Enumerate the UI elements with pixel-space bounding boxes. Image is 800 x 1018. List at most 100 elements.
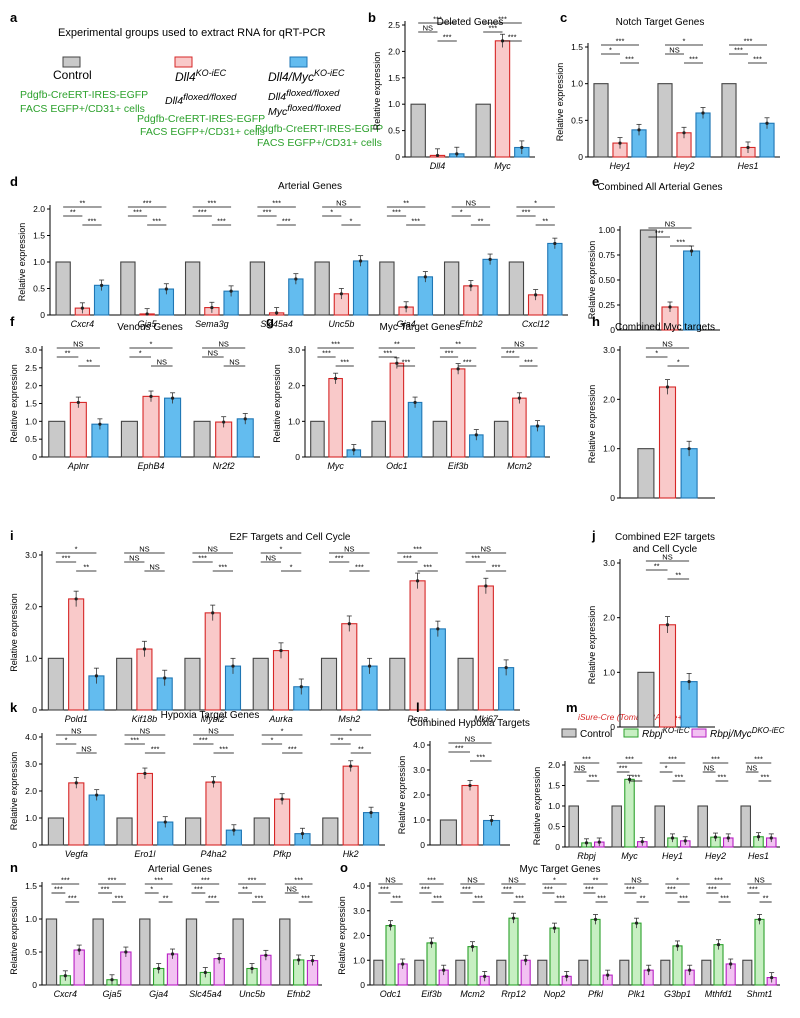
y-tick-label: 3.0 xyxy=(25,550,37,560)
data-point xyxy=(729,962,733,966)
category-label: Rbpj xyxy=(577,851,597,861)
y-tick-label: 0 xyxy=(32,980,37,990)
chart-i: i E2F Targets and Cell Cycle 0 1.0 2.0 3.0 Rel… xyxy=(9,528,520,724)
legend-swatch-dko xyxy=(289,56,308,68)
category-label: Mcm2 xyxy=(507,461,532,471)
bar xyxy=(407,401,423,458)
significance-label: *** xyxy=(108,876,117,885)
bar xyxy=(455,959,466,986)
significance-label: *** xyxy=(754,755,763,764)
bar xyxy=(279,918,291,986)
category-label: Gja5 xyxy=(102,989,122,999)
data-point xyxy=(769,836,773,840)
legend-m-control: Control xyxy=(580,729,612,740)
data-point xyxy=(726,836,730,840)
significance-label: NS xyxy=(754,876,764,885)
y-tick-label: 0 xyxy=(32,840,37,850)
bar xyxy=(549,927,560,986)
bar xyxy=(740,805,752,848)
chart-title: Combined Hypoxia Targets xyxy=(410,718,530,729)
significance-label: * xyxy=(609,46,612,55)
significance-label: ** xyxy=(478,217,484,226)
data-point xyxy=(310,958,315,963)
data-point xyxy=(217,957,221,961)
bar xyxy=(55,261,71,316)
data-point xyxy=(520,145,524,150)
data-point xyxy=(584,841,589,845)
bar xyxy=(637,671,655,728)
data-point xyxy=(369,811,373,815)
bar xyxy=(742,959,753,986)
y-tick-label: 2.0 xyxy=(33,204,45,214)
significance-label: *** xyxy=(498,15,507,24)
data-point xyxy=(627,777,632,781)
bar xyxy=(371,420,386,458)
panel-letter-h: h xyxy=(592,314,600,329)
bar xyxy=(672,945,683,986)
bar xyxy=(116,817,133,846)
significance-label: *** xyxy=(474,894,483,903)
significance-label: ** xyxy=(654,562,660,571)
y-tick-label: 0 xyxy=(610,325,615,335)
data-point xyxy=(231,664,235,668)
data-point xyxy=(170,396,175,400)
significance-label: NS xyxy=(157,358,167,367)
significance-label: NS xyxy=(71,727,81,736)
bar xyxy=(457,657,474,711)
significance-label: NS xyxy=(575,764,585,773)
panel-letter-c: c xyxy=(560,10,567,25)
data-point xyxy=(77,948,81,952)
category-label: Pold1 xyxy=(65,714,88,724)
significance-label: *** xyxy=(506,349,515,358)
category-label: Mthfd1 xyxy=(705,989,733,999)
bar xyxy=(493,420,509,458)
significance-label: *** xyxy=(433,15,442,24)
data-point xyxy=(367,664,372,668)
chart-title: E2F Targets and Cell Cycle xyxy=(230,532,351,543)
y-axis-label: Relative expression xyxy=(555,63,565,142)
significance-label: *** xyxy=(445,349,454,358)
significance-label: *** xyxy=(668,755,677,764)
data-point xyxy=(415,579,420,583)
significance-label: *** xyxy=(423,563,432,572)
y-tick-label: 1.0 xyxy=(603,667,615,677)
data-point xyxy=(388,924,393,928)
bar xyxy=(164,397,182,458)
significance-label: NS xyxy=(229,358,239,367)
bar xyxy=(379,261,395,316)
data-point xyxy=(517,396,521,400)
significance-label: *** xyxy=(335,554,344,563)
data-point xyxy=(279,648,283,653)
y-tick-label: 1.0 xyxy=(25,416,37,426)
category-label: Eif3b xyxy=(448,461,469,471)
bar xyxy=(68,782,85,846)
data-point xyxy=(640,840,644,844)
bar xyxy=(496,959,507,986)
data-point xyxy=(294,277,298,281)
significance-label: * xyxy=(676,876,679,885)
significance-label: * xyxy=(460,208,463,217)
bar xyxy=(410,103,426,158)
bar xyxy=(624,778,635,848)
data-point xyxy=(665,385,670,389)
category-label: Unc5b xyxy=(239,989,265,999)
y-axis-label: Relative expression xyxy=(9,593,19,672)
data-point xyxy=(63,974,67,978)
significance-label: *** xyxy=(207,199,216,208)
significance-label: *** xyxy=(667,885,676,894)
category-label: Hes1 xyxy=(748,851,769,861)
category-label: Myc xyxy=(327,461,344,471)
data-point xyxy=(468,783,472,788)
significance-label: *** xyxy=(383,349,392,358)
bar xyxy=(272,650,290,711)
significance-label: *** xyxy=(402,358,411,367)
bar xyxy=(310,420,325,458)
significance-label: NS xyxy=(149,563,159,572)
significance-label: NS xyxy=(139,545,149,554)
significance-label: *** xyxy=(443,33,452,42)
panel-letter-a: a xyxy=(10,10,18,25)
data-point xyxy=(347,622,351,626)
panel-letter-i: i xyxy=(10,528,14,543)
significance-label: ** xyxy=(455,340,461,349)
data-point xyxy=(488,257,492,261)
